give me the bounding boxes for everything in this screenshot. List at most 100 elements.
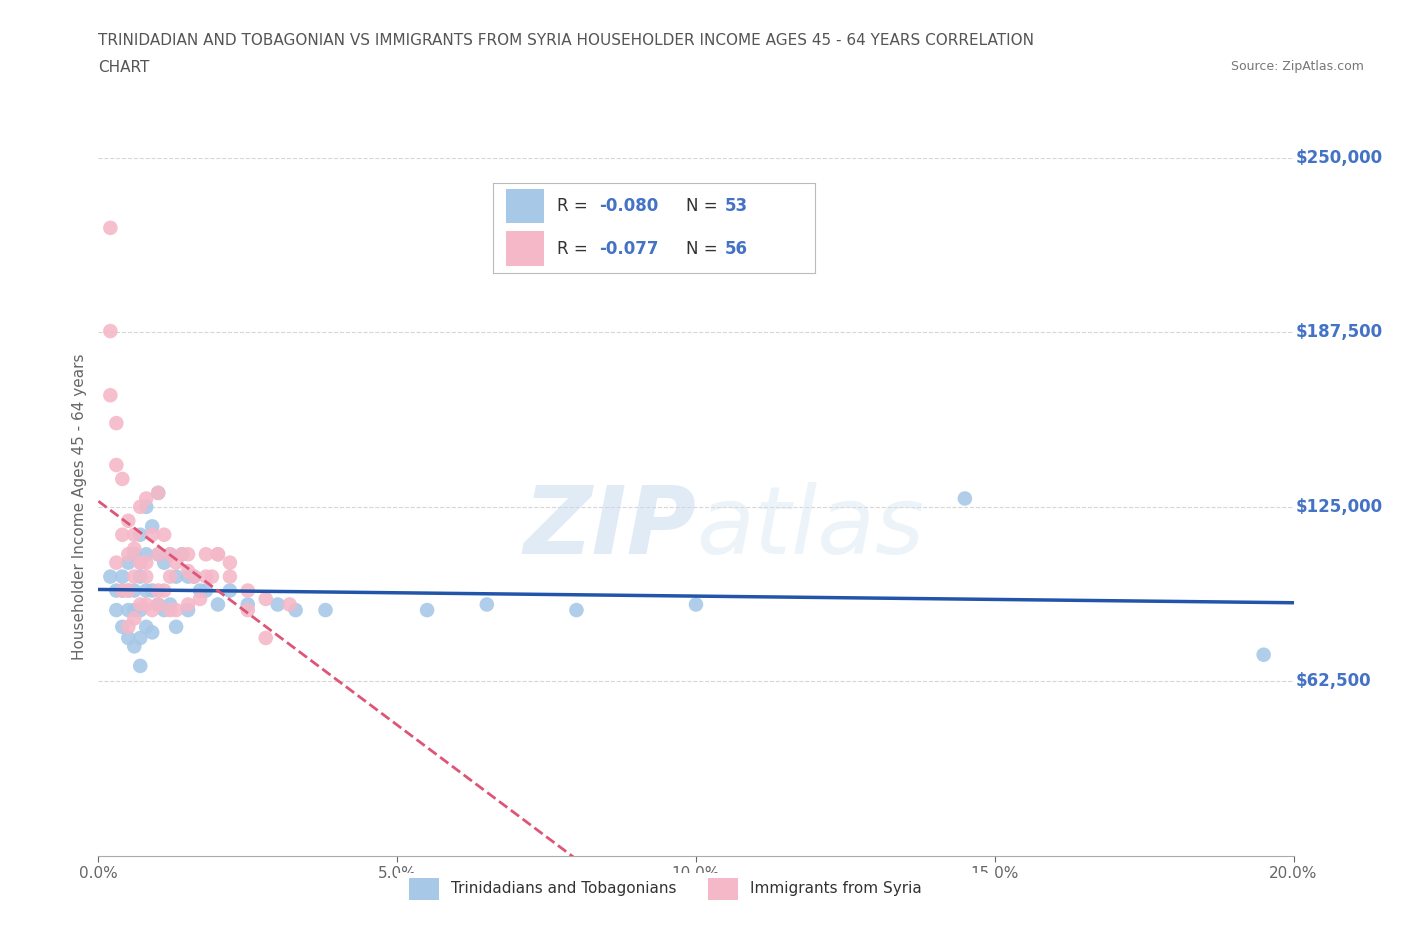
Point [201, 569, 224, 584]
Point [135, 619, 157, 634]
Point [254, 631, 277, 645]
Text: TRINIDADIAN AND TOBAGONIAN VS IMMIGRANTS FROM SYRIA HOUSEHOLDER INCOME AGES 45 -: TRINIDADIAN AND TOBAGONIAN VS IMMIGRANTS… [98, 33, 1035, 47]
Point [124, 639, 146, 654]
Point [105, 555, 128, 570]
Point [135, 583, 157, 598]
Point [111, 583, 134, 598]
Point [98, 324, 122, 339]
Point [105, 603, 128, 618]
Point [194, 583, 218, 598]
Point [207, 547, 229, 562]
Point [117, 513, 139, 528]
Point [188, 591, 211, 606]
Text: R =: R = [557, 197, 593, 215]
Point [148, 485, 170, 500]
Text: R =: R = [557, 240, 593, 258]
Text: N =: N = [686, 197, 723, 215]
Point [177, 569, 200, 584]
Point [475, 597, 498, 612]
Point [135, 555, 157, 570]
Point [172, 547, 194, 562]
Point [685, 597, 707, 612]
Point [98, 388, 122, 403]
Point [278, 597, 301, 612]
Point [124, 541, 146, 556]
Point [129, 499, 152, 514]
Point [124, 611, 146, 626]
Point [177, 603, 200, 618]
Point [236, 583, 259, 598]
Point [236, 597, 259, 612]
Text: -0.080: -0.080 [599, 197, 658, 215]
Point [236, 603, 259, 618]
Text: $62,500: $62,500 [1296, 672, 1371, 690]
Point [117, 583, 139, 598]
Point [124, 583, 146, 598]
Point [124, 569, 146, 584]
Point [98, 569, 122, 584]
Text: N =: N = [686, 240, 723, 258]
Point [194, 569, 218, 584]
Text: ZIP: ZIP [523, 482, 696, 574]
Text: $125,000: $125,000 [1296, 498, 1384, 516]
Point [105, 583, 128, 598]
Point [172, 547, 194, 562]
Point [135, 499, 157, 514]
Point [1253, 647, 1275, 662]
Point [111, 619, 134, 634]
Point [153, 555, 176, 570]
Text: $187,500: $187,500 [1296, 324, 1384, 341]
Text: $250,000: $250,000 [1296, 149, 1384, 167]
Point [105, 458, 128, 472]
Point [148, 597, 170, 612]
Point [141, 603, 163, 618]
Point [135, 569, 157, 584]
Point [219, 583, 242, 598]
Point [153, 527, 176, 542]
Point [98, 220, 122, 235]
Point [117, 555, 139, 570]
Text: 53: 53 [725, 197, 748, 215]
Point [117, 547, 139, 562]
Point [141, 583, 163, 598]
Point [148, 547, 170, 562]
Text: Immigrants from Syria: Immigrants from Syria [749, 882, 921, 897]
Point [148, 485, 170, 500]
Bar [707, 878, 738, 899]
Point [111, 472, 134, 486]
Point [159, 547, 181, 562]
Point [135, 597, 157, 612]
Point [111, 569, 134, 584]
Point [148, 597, 170, 612]
Point [267, 597, 290, 612]
Point [254, 591, 277, 606]
Bar [409, 878, 439, 899]
Point [565, 603, 588, 618]
Point [315, 603, 337, 618]
Point [117, 583, 139, 598]
Point [953, 491, 976, 506]
Point [153, 583, 176, 598]
Point [153, 603, 176, 618]
Point [177, 564, 200, 578]
Point [165, 555, 187, 570]
Point [284, 603, 307, 618]
Point [148, 583, 170, 598]
Point [129, 569, 152, 584]
Point [219, 569, 242, 584]
Point [124, 527, 146, 542]
Point [117, 603, 139, 618]
Point [129, 555, 152, 570]
Point [159, 547, 181, 562]
Text: 56: 56 [725, 240, 748, 258]
Point [129, 603, 152, 618]
Point [141, 625, 163, 640]
Bar [506, 232, 544, 266]
Point [177, 597, 200, 612]
Point [111, 583, 134, 598]
Point [129, 597, 152, 612]
Point [129, 555, 152, 570]
Text: atlas: atlas [696, 483, 924, 573]
Point [165, 619, 187, 634]
Point [124, 603, 146, 618]
